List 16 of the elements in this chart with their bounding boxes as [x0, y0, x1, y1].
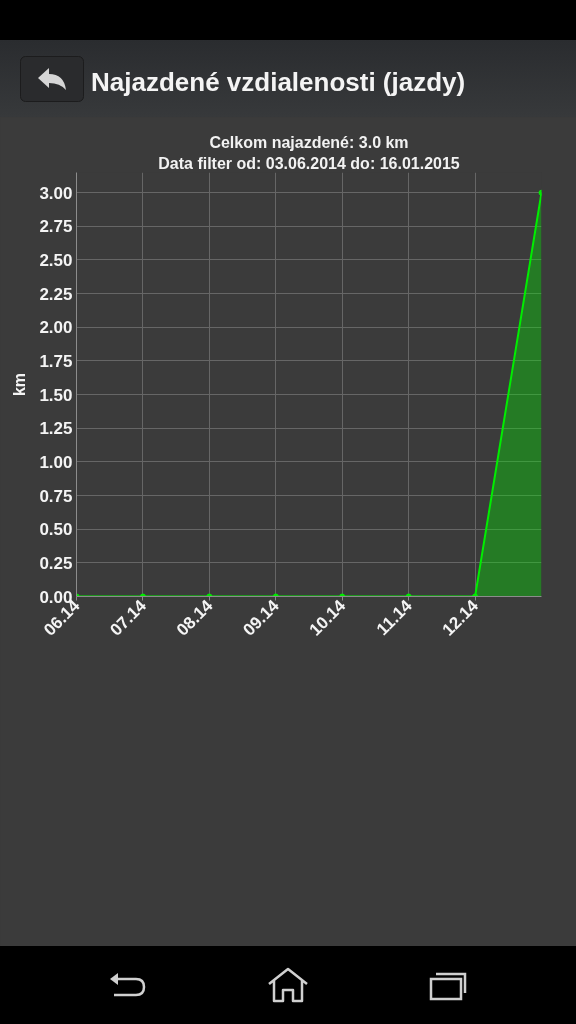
y-tick-label: 0.25 — [39, 553, 73, 573]
y-tick-label: 1.75 — [39, 351, 73, 371]
y-tick-label: 1.25 — [39, 419, 73, 439]
text: Data filter od: 03.06.2014 do: 16.01.2015 — [158, 154, 460, 172]
y-tick-label: 2.00 — [39, 318, 73, 338]
y-tick-label: 0.75 — [39, 486, 73, 506]
y-tick-label: 0.50 — [39, 520, 73, 540]
chart-subtitle: Celkom najazdené: 3.0 km — [209, 133, 409, 151]
y-tick-label: 1.50 — [39, 385, 73, 405]
y-tick-label: 2.25 — [39, 284, 73, 304]
chart-title: Najazdené vzdialenosti (jazdy) — [91, 66, 466, 99]
y-tick-label: 3.00 — [39, 183, 73, 203]
y-tick-label: 2.75 — [39, 217, 73, 237]
y-tick-label: 2.50 — [39, 250, 73, 270]
y-tick-label: 1.00 — [39, 452, 73, 472]
y-axis-title: km — [11, 372, 29, 397]
